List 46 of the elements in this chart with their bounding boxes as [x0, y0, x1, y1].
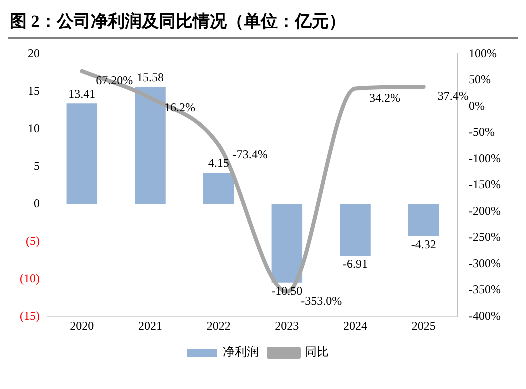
data-label: -353.0% — [301, 294, 342, 308]
x-tick-label: 2021 — [138, 318, 162, 333]
data-label: 16.2% — [164, 100, 196, 114]
y2-tick-label: -50% — [469, 125, 496, 140]
y2-tick-label: -400% — [469, 308, 502, 323]
y-tick-label: 10 — [28, 121, 40, 136]
data-label: -10.50 — [272, 284, 303, 298]
bar — [135, 87, 166, 204]
bar — [66, 104, 98, 204]
y2-tick-label: -300% — [469, 256, 502, 270]
y2-tick-label: -150% — [469, 178, 502, 192]
bar — [408, 204, 440, 237]
y2-tick-label: 50% — [469, 72, 492, 87]
y-tick-label: (5) — [26, 234, 40, 248]
x-tick-label: 2024 — [344, 318, 368, 333]
legend-label: 净利润 — [223, 345, 259, 360]
y2-tick-label: -100% — [469, 151, 502, 166]
y-tick-label: 0 — [34, 196, 40, 210]
legend-label: 同比 — [305, 345, 329, 360]
y2-tick-label: -250% — [469, 230, 502, 244]
y2-tick-label: -200% — [469, 204, 502, 218]
x-tick-label: 2022 — [206, 318, 231, 333]
data-label: 13.41 — [68, 86, 96, 101]
y2-tick-label: 0% — [469, 98, 486, 113]
data-label: 67.20% — [96, 74, 134, 88]
data-label: 15.58 — [136, 70, 164, 84]
y-tick-label: 15 — [28, 84, 40, 98]
bar — [272, 204, 303, 283]
x-tick-label: 2020 — [70, 318, 94, 333]
y-tick-label: (15) — [20, 308, 40, 323]
y2-tick-label: -350% — [469, 282, 502, 297]
data-label: -6.91 — [343, 257, 368, 272]
data-label: 34.2% — [370, 90, 401, 105]
y2-tick-label: 100% — [469, 46, 498, 60]
y-tick-label: 5 — [34, 158, 40, 173]
chart-title: 图 2：公司净利润及同比情况（单位：亿元） — [8, 8, 518, 39]
data-label: -4.32 — [411, 238, 436, 252]
bar — [203, 173, 234, 204]
x-tick-label: 2023 — [275, 318, 300, 333]
x-tick-label: 2025 — [412, 318, 436, 333]
data-label: -73.4% — [232, 147, 268, 162]
y-tick-label: 20 — [28, 46, 40, 60]
data-label: 37.4% — [438, 89, 469, 104]
y-tick-label: (10) — [20, 271, 40, 286]
data-label: 4.15 — [208, 156, 230, 170]
bar — [340, 204, 371, 256]
